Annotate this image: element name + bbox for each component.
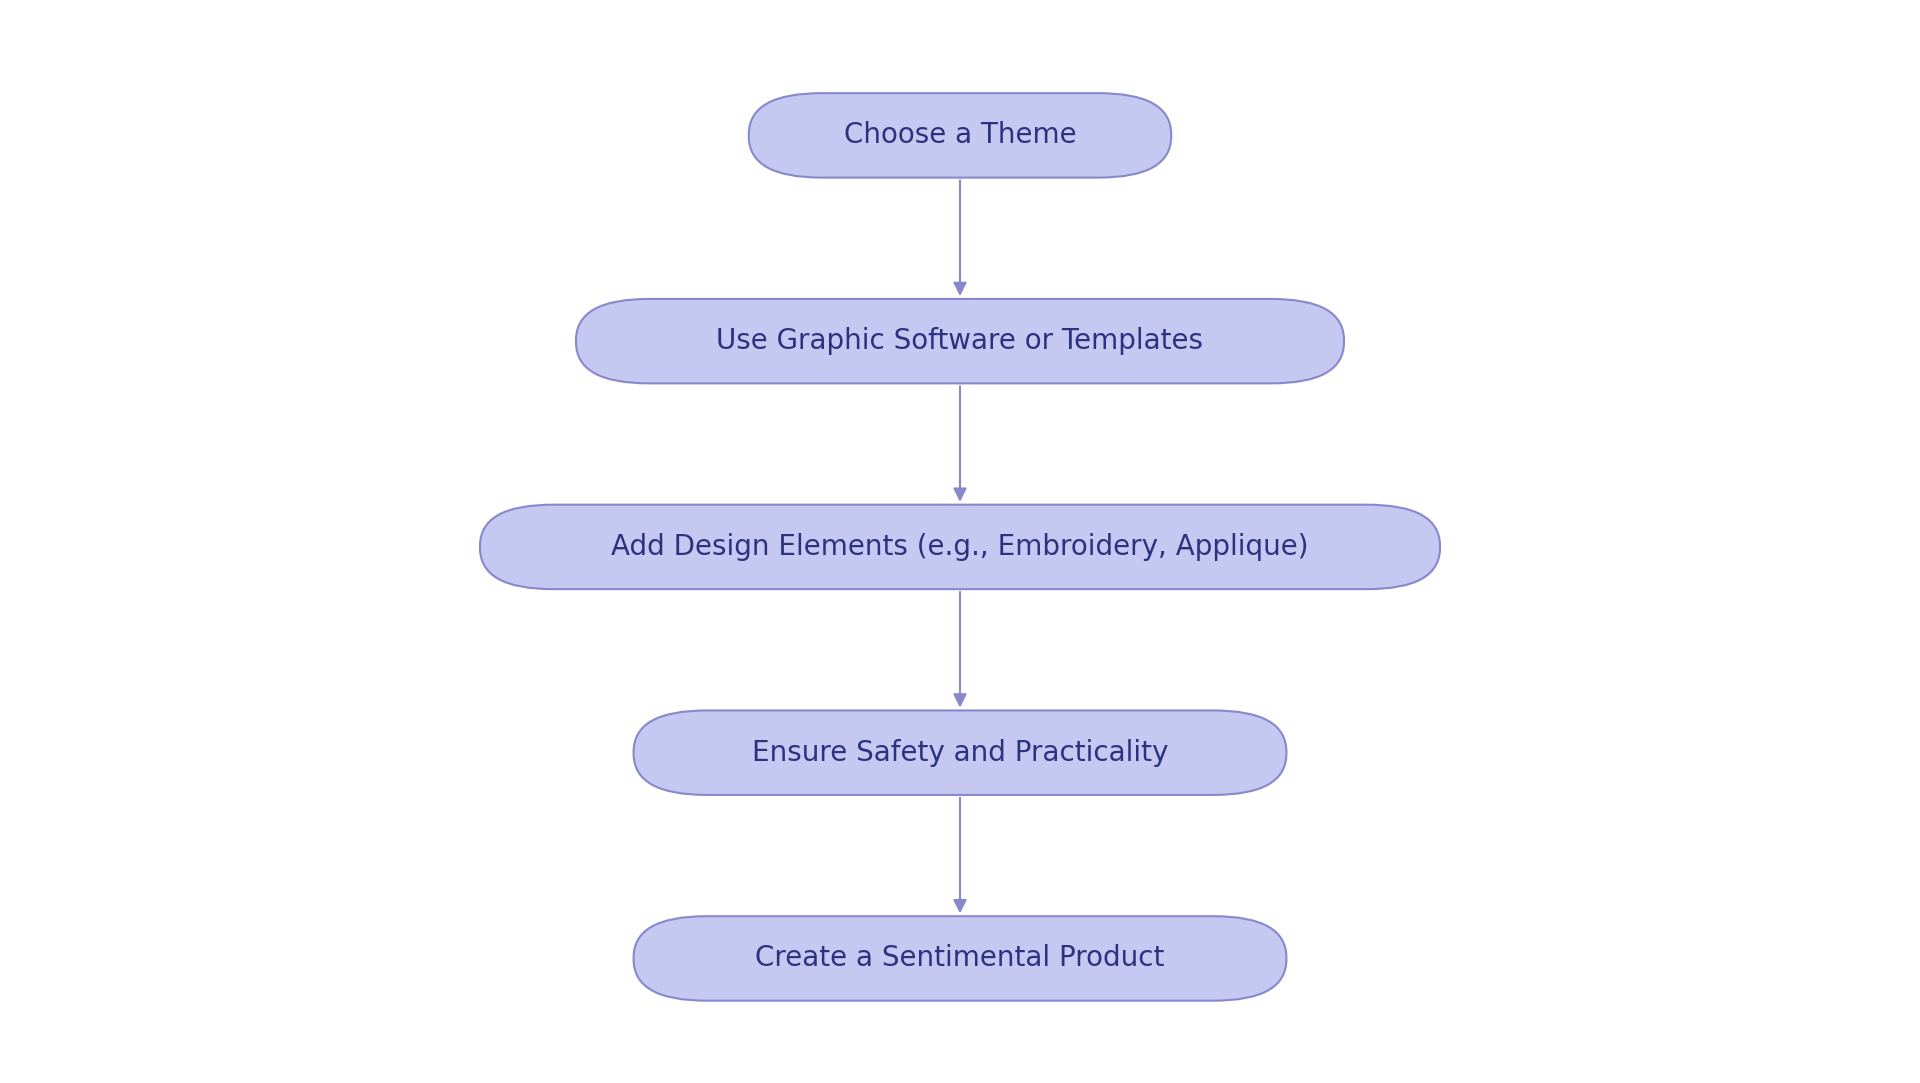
FancyBboxPatch shape <box>749 93 1171 178</box>
FancyBboxPatch shape <box>576 299 1344 383</box>
FancyBboxPatch shape <box>634 916 1286 1001</box>
Text: Create a Sentimental Product: Create a Sentimental Product <box>755 944 1165 973</box>
FancyBboxPatch shape <box>634 710 1286 795</box>
FancyBboxPatch shape <box>480 505 1440 589</box>
Text: Choose a Theme: Choose a Theme <box>843 121 1077 149</box>
Text: Ensure Safety and Practicality: Ensure Safety and Practicality <box>753 739 1167 767</box>
Text: Use Graphic Software or Templates: Use Graphic Software or Templates <box>716 327 1204 355</box>
Text: Add Design Elements (e.g., Embroidery, Applique): Add Design Elements (e.g., Embroidery, A… <box>611 533 1309 561</box>
